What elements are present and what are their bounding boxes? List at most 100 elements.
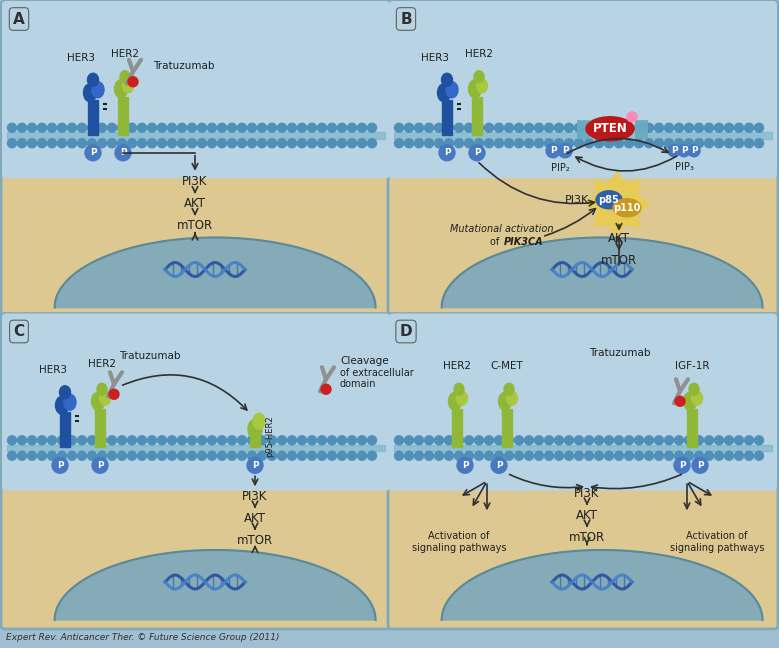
Circle shape [457,457,473,473]
Circle shape [37,451,47,460]
Circle shape [745,451,753,460]
Circle shape [247,457,263,473]
Circle shape [167,435,177,445]
Text: HER3: HER3 [421,52,449,63]
Circle shape [337,435,347,445]
Circle shape [178,451,186,460]
Circle shape [414,451,424,460]
Circle shape [308,123,316,132]
Circle shape [724,123,734,132]
Text: IGF-1R: IGF-1R [675,362,709,371]
Circle shape [207,435,217,445]
Circle shape [58,451,66,460]
Circle shape [635,451,643,460]
Circle shape [118,435,126,445]
Circle shape [108,451,117,460]
Circle shape [188,123,196,132]
Circle shape [404,435,414,445]
Ellipse shape [55,397,69,414]
Text: PIP₃: PIP₃ [675,162,693,172]
Circle shape [464,451,474,460]
Circle shape [495,451,503,460]
Circle shape [485,139,494,148]
Circle shape [474,451,484,460]
Circle shape [404,139,414,148]
Circle shape [58,435,66,445]
Circle shape [485,435,494,445]
Circle shape [207,451,217,460]
FancyBboxPatch shape [1,1,391,316]
Circle shape [435,123,443,132]
Ellipse shape [456,391,467,405]
Circle shape [8,123,16,132]
Circle shape [664,435,674,445]
Circle shape [574,123,583,132]
Ellipse shape [446,82,458,98]
Circle shape [157,451,167,460]
Circle shape [565,139,573,148]
Text: p95-HER2: p95-HER2 [265,415,274,457]
Circle shape [238,139,246,148]
Circle shape [454,435,464,445]
Ellipse shape [449,392,461,410]
Ellipse shape [120,71,130,83]
Circle shape [654,139,664,148]
Circle shape [97,435,107,445]
Circle shape [654,435,664,445]
Text: PI3K: PI3K [182,175,208,189]
Circle shape [594,139,604,148]
FancyBboxPatch shape [2,1,390,178]
Circle shape [615,139,623,148]
Circle shape [605,451,614,460]
Circle shape [524,123,534,132]
Text: AKT: AKT [576,509,598,522]
Circle shape [138,435,146,445]
Circle shape [555,139,563,148]
Circle shape [238,123,246,132]
Text: C: C [13,324,25,339]
Polygon shape [442,238,763,308]
Text: P: P [679,461,686,470]
Circle shape [414,435,424,445]
Ellipse shape [92,82,104,98]
Circle shape [217,451,227,460]
Circle shape [755,123,763,132]
Circle shape [85,145,101,161]
Circle shape [534,435,544,445]
Circle shape [109,389,119,399]
Circle shape [368,139,376,148]
Circle shape [248,435,256,445]
Circle shape [565,435,573,445]
Circle shape [108,139,117,148]
Ellipse shape [91,392,104,410]
Text: AKT: AKT [244,512,266,525]
Text: P: P [495,461,502,470]
Circle shape [267,123,277,132]
Circle shape [505,451,513,460]
Text: P: P [97,461,104,470]
Circle shape [635,123,643,132]
Circle shape [724,139,734,148]
Circle shape [17,123,26,132]
Circle shape [128,435,136,445]
Circle shape [435,435,443,445]
Circle shape [318,139,326,148]
Bar [88,100,98,135]
Circle shape [347,139,357,148]
Circle shape [37,123,47,132]
Ellipse shape [122,79,133,93]
Circle shape [625,123,633,132]
Circle shape [435,451,443,460]
Circle shape [724,451,734,460]
Circle shape [77,123,86,132]
Circle shape [97,451,107,460]
Circle shape [87,139,97,148]
Circle shape [404,451,414,460]
Circle shape [464,123,474,132]
Circle shape [298,435,306,445]
Circle shape [68,123,76,132]
Circle shape [474,435,484,445]
Ellipse shape [442,73,453,86]
Ellipse shape [689,383,699,395]
Circle shape [198,139,206,148]
